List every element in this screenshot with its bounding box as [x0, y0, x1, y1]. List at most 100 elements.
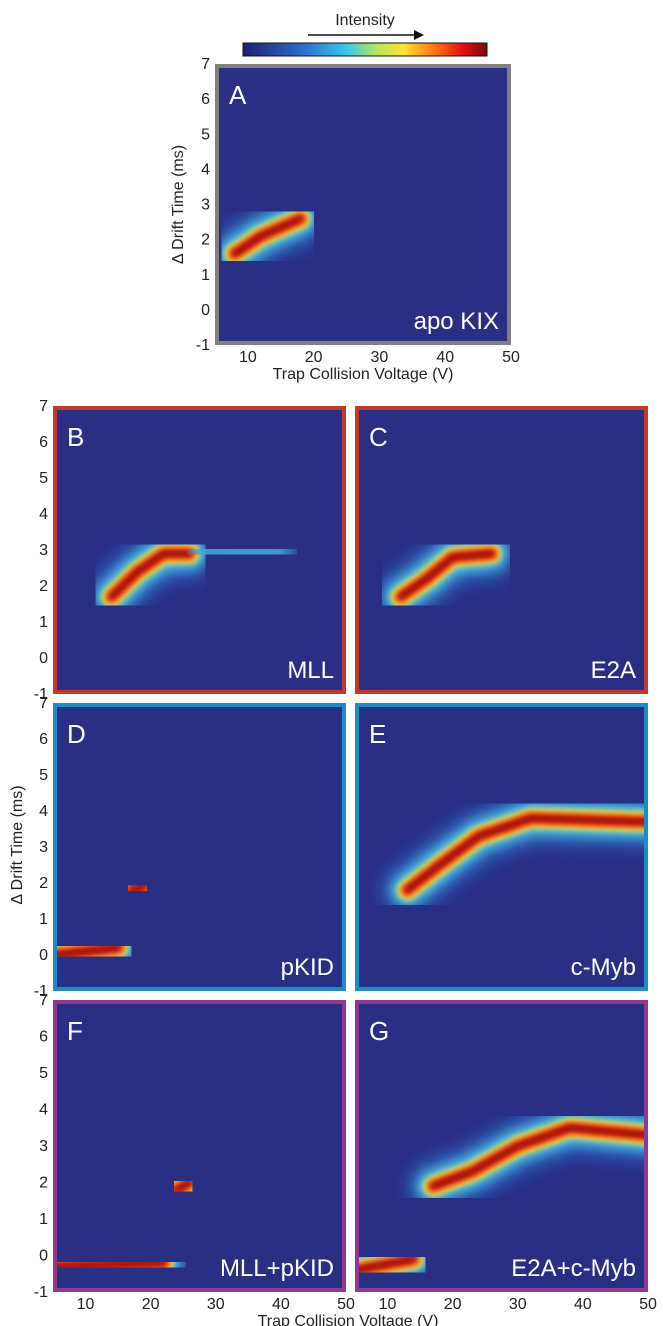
y-tick-label: 4 — [39, 1102, 48, 1119]
y-tick-label: 3 — [201, 197, 210, 214]
panel-f-letter: F — [67, 1016, 83, 1046]
panel-e-title: c-Myb — [571, 954, 636, 981]
y-tick-label: 6 — [201, 91, 210, 108]
panel-b-band-4 — [184, 532, 299, 572]
y-tick-label: 3 — [39, 839, 48, 856]
panel-b-letter: B — [67, 422, 84, 452]
x-tick-label: 40 — [574, 1296, 592, 1313]
y-tick-label: 0 — [201, 302, 210, 319]
y-tick-label: 2 — [201, 232, 210, 249]
y-tick-label: 3 — [39, 542, 48, 559]
panel-f-band-1 — [53, 1240, 186, 1289]
panel-c: C E2A — [355, 406, 648, 694]
y-tick-label: 5 — [39, 767, 48, 784]
colorbar: Intensity — [242, 12, 488, 57]
panel-f-band-2 — [154, 1160, 212, 1212]
x-tick-label: 30 — [371, 349, 389, 366]
x-axis-label: Trap Collision Voltage (V) — [258, 1313, 439, 1326]
panel-a-title: apo KIX — [414, 308, 499, 335]
y-tick-label: 2 — [39, 578, 48, 595]
panel-d-band-2 — [109, 864, 167, 913]
y-tick-label: 0 — [39, 1248, 48, 1265]
panel-f-title: MLL+pKID — [220, 1255, 334, 1282]
y-tick-label: 5 — [201, 126, 210, 143]
y-tick-label: 2 — [39, 1175, 48, 1192]
y-tick-label: -1 — [34, 983, 48, 1000]
y-tick-label: 1 — [201, 267, 210, 284]
y-tick-label: 1 — [39, 614, 48, 631]
panel-a-background — [215, 64, 511, 345]
y-tick-label: -1 — [196, 337, 210, 354]
y-tick-label: 1 — [39, 911, 48, 928]
x-tick-label: 50 — [502, 349, 520, 366]
y-tick-label: 6 — [39, 1029, 48, 1046]
y-tick-label: 0 — [39, 650, 48, 667]
x-tick-label: 30 — [509, 1296, 527, 1313]
colorbar-gradient — [242, 42, 488, 57]
panel-a-band-2 — [215, 196, 323, 276]
colorbar-label: Intensity — [335, 12, 395, 29]
y-axis-label: Δ Drift Time (ms) — [9, 785, 26, 904]
x-tick-label: 50 — [639, 1296, 657, 1313]
x-tick-label: 10 — [239, 349, 257, 366]
y-tick-label: -1 — [34, 1284, 48, 1301]
panel-d-border — [53, 703, 346, 991]
panel-c-border — [355, 406, 648, 694]
panel-e-border — [355, 703, 648, 991]
panel-g-letter: G — [369, 1016, 389, 1046]
panel-g-band-2 — [411, 1105, 648, 1209]
panel-b-border — [53, 406, 346, 694]
panel-b-band-2 — [89, 531, 212, 619]
x-tick-label: 10 — [77, 1296, 95, 1313]
y-tick-label: 7 — [39, 992, 48, 1009]
x-tick-label: 20 — [305, 349, 323, 366]
y-tick-label: 5 — [39, 1065, 48, 1082]
panel-e-band-2 — [385, 796, 648, 913]
panel-d-band-1 — [53, 925, 141, 977]
panel-c-title: E2A — [591, 657, 636, 684]
x-tick-label: 20 — [444, 1296, 462, 1313]
y-tick-label: 0 — [39, 947, 48, 964]
panel-b-title: MLL — [287, 657, 334, 684]
y-tick-label: 6 — [39, 434, 48, 451]
y-axis-label: Δ Drift Time (ms) — [170, 145, 187, 264]
y-tick-label: 4 — [39, 803, 48, 820]
panel-g-band-1 — [355, 1237, 436, 1292]
panel-a-letter: A — [229, 80, 247, 110]
x-tick-label: 30 — [207, 1296, 225, 1313]
x-tick-label: 40 — [436, 349, 454, 366]
y-tick-label: 2 — [39, 875, 48, 892]
x-tick-label: 10 — [379, 1296, 397, 1313]
y-tick-label: -1 — [34, 686, 48, 703]
panel-g-title: E2A+c-Myb — [511, 1255, 636, 1282]
x-tick-label: 20 — [142, 1296, 160, 1313]
y-tick-label: 3 — [39, 1138, 48, 1155]
panel-b: B MLL -1 0 1 2 3 4 5 6 7 — [34, 398, 346, 703]
colorbar-arrow-head — [414, 30, 424, 40]
y-tick-label: 5 — [39, 470, 48, 487]
y-tick-label: 6 — [39, 731, 48, 748]
panel-f-border — [53, 1000, 346, 1292]
panel-c-letter: C — [369, 422, 388, 452]
panel-g: G E2A+c-Myb 10 20 30 40 50 — [355, 1000, 657, 1313]
y-tick-label: 1 — [39, 1211, 48, 1228]
panel-a-border — [215, 64, 511, 345]
panel-e: Ec-Myb — [355, 703, 648, 991]
panel-c-band-2 — [378, 531, 514, 619]
panel-d-letter: D — [67, 719, 86, 749]
panel-e-letter: E — [369, 719, 386, 749]
x-tick-label: 50 — [337, 1296, 355, 1313]
y-tick-label: 7 — [201, 56, 210, 73]
y-tick-label: 4 — [201, 161, 210, 178]
y-tick-label: 4 — [39, 506, 48, 523]
panel-g-border — [355, 1000, 648, 1292]
y-tick-label: 7 — [39, 398, 48, 415]
panel-d-title: pKID — [281, 954, 334, 981]
y-tick-label: 7 — [39, 695, 48, 712]
x-tick-label: 40 — [272, 1296, 290, 1313]
x-axis-label: Trap Collision Voltage (V) — [273, 366, 454, 383]
